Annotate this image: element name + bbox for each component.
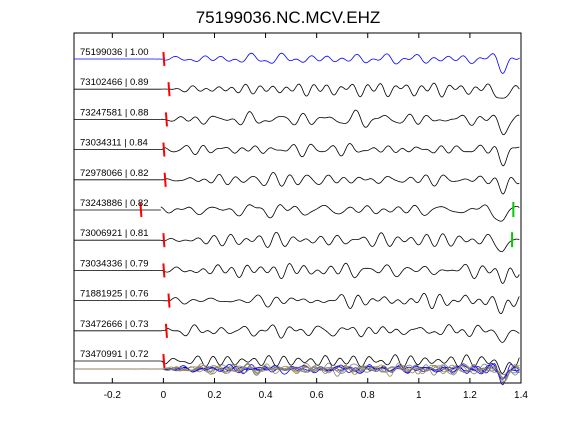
trace-label: 72978066 | 0.82 (80, 168, 149, 179)
seismic-trace (160, 204, 520, 222)
seismic-trace (160, 109, 520, 136)
seismic-trace (160, 143, 520, 167)
stacked-traces-group (75, 362, 520, 386)
x-tick-label: 0.2 (208, 390, 222, 401)
p-pick-marker (164, 112, 168, 127)
p-pick-marker (167, 82, 171, 97)
trace-labels-group: 75199036 | 1.00 73102466 | 0.89 73247581 |… (80, 47, 149, 360)
seismic-trace (160, 293, 520, 315)
p-pick-marker (167, 293, 171, 308)
x-tick-label: 0.8 (361, 390, 375, 401)
p-pick-marker (162, 51, 166, 67)
seismic-trace (160, 324, 520, 343)
trace-label: 75199036 | 1.00 (80, 47, 149, 58)
trace-label: 73247581 | 0.88 (80, 107, 149, 118)
trace-label: 73243886 | 0.82 (80, 198, 149, 209)
x-tick-label: 0.4 (259, 390, 273, 401)
trace-label: 73102466 | 0.89 (80, 77, 149, 88)
seismic-trace (160, 82, 520, 99)
x-tick-label: 1.2 (463, 390, 477, 401)
p-pick-marker (164, 323, 168, 338)
p-pick-marker (139, 202, 143, 218)
seismic-trace (160, 262, 520, 284)
p-pick-marker (163, 172, 167, 187)
p-pick-marker (162, 353, 166, 369)
p-pick-marker (162, 233, 166, 248)
x-axis: -0.2 0 0.2 0.4 0.6 0.8 1 1.2 1.4 (104, 33, 528, 401)
trace-label: 73006921 | 0.81 (80, 228, 149, 239)
stacked-trace (75, 363, 520, 383)
seismic-trace (160, 171, 520, 195)
seismic-trace (155, 52, 520, 74)
trace-label: 71881925 | 0.76 (80, 289, 149, 300)
trace-label: 73470991 | 0.72 (80, 349, 149, 360)
p-pick-marker (162, 142, 166, 157)
chart-title: 75199036.NC.MCV.EHZ (195, 8, 381, 27)
x-tick-label: 0 (161, 390, 167, 401)
x-tick-label: 0.6 (310, 390, 324, 401)
picks-group (139, 51, 515, 369)
trace-label: 73034311 | 0.84 (80, 138, 148, 149)
traces-group (74, 52, 520, 374)
x-tick-label: -0.2 (104, 390, 122, 401)
p-pick-marker (162, 263, 166, 278)
trace-label: 73034336 | 0.79 (80, 258, 149, 269)
x-tick-label: 1.4 (514, 390, 528, 401)
seismic-trace (160, 231, 520, 253)
trace-label: 73472666 | 0.73 (80, 319, 149, 330)
x-tick-label: 1 (416, 390, 422, 401)
